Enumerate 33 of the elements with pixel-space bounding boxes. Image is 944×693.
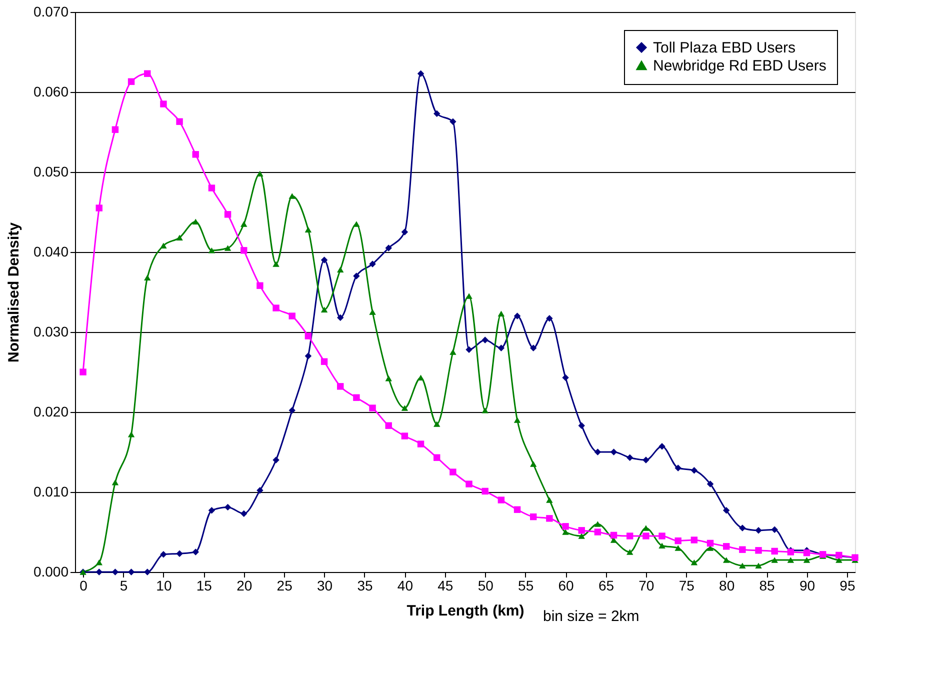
x-tick-label: 15 xyxy=(196,578,212,594)
y-tick-label: 0.020 xyxy=(33,404,69,420)
x-tick-label: 85 xyxy=(759,578,776,594)
x-axis-title: Trip Length (km) xyxy=(406,602,524,620)
x-tick-label: 20 xyxy=(236,578,252,594)
x-tick-label: 35 xyxy=(357,578,373,594)
y-tick-label: 0.040 xyxy=(33,244,69,260)
x-tick-label: 80 xyxy=(719,578,735,594)
legend-label: Newbridge Rd EBD Users xyxy=(653,58,826,74)
y-tick-label: 0.070 xyxy=(33,4,69,20)
x-tick-label: 95 xyxy=(840,578,856,594)
x-tick-label: 50 xyxy=(478,578,494,594)
x-tick-label: 75 xyxy=(678,578,695,594)
x-tick-label: 0 xyxy=(80,578,88,594)
legend-label: Toll Plaza EBD Users xyxy=(653,40,796,56)
text: bin size = 2km xyxy=(543,608,640,625)
x-tick-label: 25 xyxy=(276,578,293,594)
y-tick-label: 0.000 xyxy=(33,564,69,580)
x-tick-label: 60 xyxy=(558,578,574,594)
y-tick-label: 0.030 xyxy=(33,324,69,340)
x-tick-label: 70 xyxy=(638,578,654,594)
y-axis-title: Normalised Density xyxy=(5,222,22,363)
y-tick-label: 0.060 xyxy=(33,84,69,100)
x-tick-label: 55 xyxy=(518,578,534,594)
x-tick-label: 90 xyxy=(799,578,816,594)
y-tick-label: 0.010 xyxy=(33,484,69,500)
x-tick-label: 45 xyxy=(438,578,454,594)
y-tick-label: 0.050 xyxy=(33,164,69,180)
x-tick-label: 30 xyxy=(316,578,333,594)
x-tick-label: 5 xyxy=(120,578,128,594)
x-tick-label: 10 xyxy=(156,578,172,594)
x-tick-label: 40 xyxy=(397,578,414,594)
x-tick-label: 65 xyxy=(598,578,614,594)
